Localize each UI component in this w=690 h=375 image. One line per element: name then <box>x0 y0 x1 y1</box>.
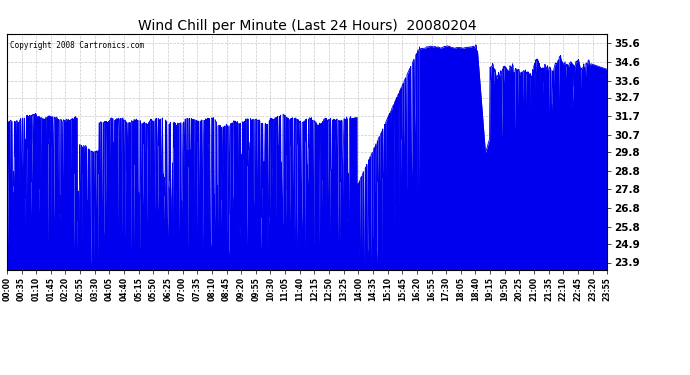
Title: Wind Chill per Minute (Last 24 Hours)  20080204: Wind Chill per Minute (Last 24 Hours) 20… <box>138 19 476 33</box>
Text: Copyright 2008 Cartronics.com: Copyright 2008 Cartronics.com <box>10 41 144 50</box>
